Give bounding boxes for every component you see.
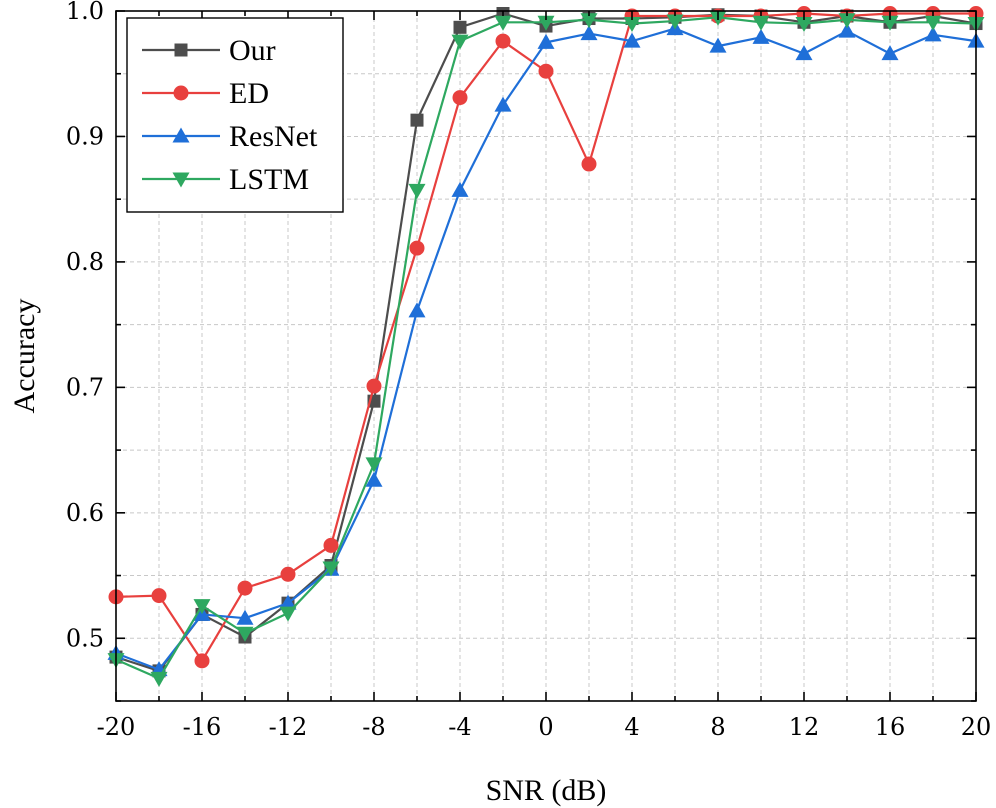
x-tick-label: -8 [362,713,385,741]
legend-label: ResNet [229,120,318,153]
y-tick-label: 0.7 [66,373,104,401]
data-point [409,240,425,256]
data-point [666,14,684,30]
x-tick-label: 12 [789,713,820,741]
y-tick-label: 0.8 [66,248,104,276]
data-point [410,113,424,127]
data-point [795,17,813,33]
legend-marker [172,127,190,143]
data-point [752,15,770,31]
data-point [452,90,468,106]
legend-marker [172,172,190,188]
legend-item: Our [142,34,276,67]
data-point [194,653,210,669]
y-tick-label: 0.6 [66,499,104,527]
data-point [924,26,942,42]
data-point [366,378,382,394]
data-point [623,32,641,48]
data-point [537,33,555,49]
series-resnet [107,20,985,677]
x-tick-label: 20 [961,713,992,741]
data-point [365,471,383,487]
data-point [580,13,598,29]
y-axis-title: Accuracy [8,299,41,414]
y-tick-label: 0.5 [66,624,104,652]
y-tick-label: 1.0 [66,0,104,25]
legend: Our ED ResNet LSTM [126,17,344,213]
legend-label: ED [229,77,269,110]
data-point [408,183,426,199]
data-point [494,15,512,31]
data-point [193,599,211,615]
data-point [150,671,168,687]
data-point [495,33,511,49]
data-point [752,28,770,44]
data-point [538,63,554,79]
data-point [537,15,555,31]
data-point [838,13,856,29]
data-point [623,17,641,33]
data-point [581,156,597,172]
data-point [709,37,727,53]
data-point [451,181,469,197]
legend-label: LSTM [229,163,309,196]
data-point [408,302,426,318]
y-tick-label: 0.9 [66,122,104,150]
legend-item: ResNet [142,120,318,153]
data-point [494,96,512,112]
legend-marker [173,85,189,101]
data-point [151,588,167,604]
x-tick-label: 8 [710,713,725,741]
x-tick-label: -16 [183,713,222,741]
legend-marker [174,43,188,57]
data-point [795,45,813,61]
data-point [279,594,297,610]
grid-lines [116,11,976,701]
data-point [280,566,296,582]
series-lines [107,6,985,687]
legend-item: ED [142,77,269,110]
y-tick-labels: 0.5 0.6 0.7 0.8 0.9 1.0 [66,0,104,652]
data-point [451,34,469,50]
data-point [881,45,899,61]
data-point [838,22,856,38]
axis-ticks [115,10,977,702]
x-tick-label: -12 [269,713,308,741]
x-tick-label: -20 [97,713,136,741]
data-point [924,15,942,31]
data-point [881,15,899,31]
data-point [323,537,339,553]
x-axis-title: SNR (dB) [486,774,607,807]
series-lstm [107,10,985,687]
x-tick-label: -4 [448,713,471,741]
x-tick-labels: -20 -16 -12 -8 -4 0 4 8 12 16 20 [97,713,992,741]
legend-item: LSTM [142,163,309,196]
x-tick-label: 16 [875,713,906,741]
data-point [236,609,254,625]
x-tick-label: 4 [624,713,639,741]
x-tick-label: 0 [538,713,553,741]
data-point [236,626,254,642]
legend-label: Our [229,34,276,67]
data-point [322,561,340,577]
data-point [580,25,598,41]
data-point [279,606,297,622]
data-point [453,20,467,34]
data-point [365,457,383,473]
data-point [237,580,253,596]
